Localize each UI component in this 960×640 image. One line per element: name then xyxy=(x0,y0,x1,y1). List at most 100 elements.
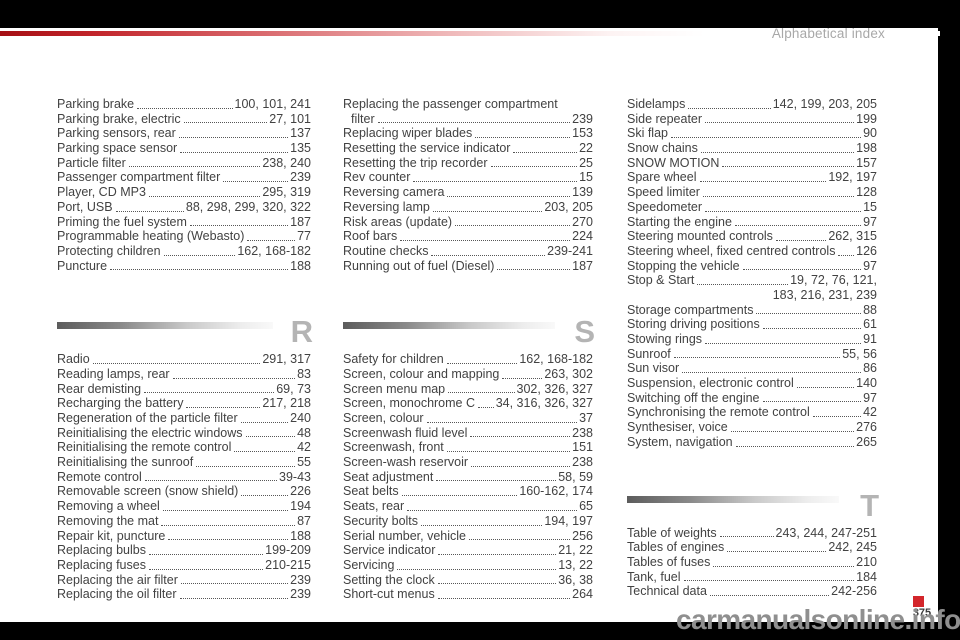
dot-leader xyxy=(148,543,264,555)
dot-leader xyxy=(683,570,855,582)
entry-label: Recharging the battery xyxy=(57,396,184,411)
index-entry: Steering wheel, fixed centred controls 12… xyxy=(627,244,877,259)
index-entry: Table of weights 243, 244, 247-251 xyxy=(627,526,877,541)
entry-label: Replacing the air filter xyxy=(57,572,178,587)
index-entry: Service indicator 21, 22 xyxy=(343,543,593,558)
index-entry: Screen menu map 302, 326, 327 xyxy=(343,382,593,397)
entry-pages: 224 xyxy=(572,229,593,244)
section-divider-bar xyxy=(57,322,273,330)
dot-leader xyxy=(180,573,289,585)
dot-leader xyxy=(478,396,494,408)
entry-pages: 39-43 xyxy=(279,469,311,484)
dot-leader xyxy=(407,499,578,511)
index-entry: Switching off the engine 97 xyxy=(627,391,877,406)
entry-pages: 239 xyxy=(290,170,311,185)
dot-leader xyxy=(699,170,827,183)
section-divider-S: S xyxy=(343,316,595,352)
entry-pages: 239-241 xyxy=(547,243,593,258)
entry-pages: 15 xyxy=(863,199,877,214)
entry-pages: 22 xyxy=(579,141,593,156)
index-entry: Screenwash fluid level 238 xyxy=(343,426,593,441)
index-entry: Roof bars 224 xyxy=(343,229,593,244)
entry-label: Replacing the passenger compartment xyxy=(343,97,558,111)
dot-leader xyxy=(513,141,578,153)
index-entry: Reading lamps, rear 83 xyxy=(57,367,311,382)
index-entry: Reversing camera 139 xyxy=(343,185,593,200)
entry-label: Synthesiser, voice xyxy=(627,420,728,435)
dot-leader xyxy=(438,543,557,555)
dot-leader xyxy=(241,484,289,497)
dot-leader xyxy=(762,391,862,403)
entry-pages: 217, 218 xyxy=(262,396,311,411)
dot-leader xyxy=(756,303,862,315)
dot-leader xyxy=(700,141,855,153)
entry-pages: 157 xyxy=(856,155,877,170)
index-entry: System, navigation 265 xyxy=(627,435,877,450)
index-entry: Speed limiter 128 xyxy=(627,185,877,200)
dot-leader xyxy=(470,426,571,438)
dot-leader xyxy=(401,484,518,497)
entry-pages: 69, 73 xyxy=(276,381,311,396)
entry-pages: 187 xyxy=(290,214,311,229)
entry-pages: 140 xyxy=(856,376,877,391)
entry-pages: 184 xyxy=(856,569,877,584)
index-entry: Serial number, vehicle 256 xyxy=(343,529,593,544)
entry-label: Parking sensors, rear xyxy=(57,126,176,141)
entry-label: Replacing bulbs xyxy=(57,543,146,558)
entry-label: System, navigation xyxy=(627,434,733,449)
index-entry: Parking space sensor 135 xyxy=(57,141,311,156)
index-entry: Replacing bulbs 199-209 xyxy=(57,543,311,558)
entry-label: Protecting children xyxy=(57,243,161,258)
entry-label: Reversing lamp xyxy=(343,199,430,214)
entry-label: Port, USB xyxy=(57,199,113,214)
dot-leader xyxy=(497,259,571,271)
entry-label: Steering wheel, fixed centred controls xyxy=(627,243,836,258)
entry-pages: 88 xyxy=(863,302,877,317)
entry-pages: 25 xyxy=(579,155,593,170)
index-entry: Resetting the trip recorder 25 xyxy=(343,156,593,171)
index-entry: Speedometer 15 xyxy=(627,200,877,215)
entry-pages: 83 xyxy=(297,366,311,381)
index-entry: Seat belts 160-162, 174 xyxy=(343,484,593,499)
index-entry: Rear demisting 69, 73 xyxy=(57,382,311,397)
entry-pages: 100, 101, 241 xyxy=(234,97,311,111)
entry-label: Seat adjustment xyxy=(343,469,434,484)
entry-label: Rear demisting xyxy=(57,381,142,396)
index-entry: Reinitialising the remote control 42 xyxy=(57,440,311,455)
entry-label: Storage compartments xyxy=(627,302,754,317)
entry-pages: 86 xyxy=(863,361,877,376)
entry-label-continued: filter xyxy=(351,111,375,126)
index-entry: Snow chains 198 xyxy=(627,141,877,156)
dot-leader xyxy=(223,170,289,183)
entry-pages: 270 xyxy=(572,214,593,229)
index-entry: Regeneration of the particle filter 240 xyxy=(57,411,311,426)
index-entry: Risk areas (update) 270 xyxy=(343,215,593,230)
dot-leader xyxy=(426,411,578,423)
entry-label: Removing a wheel xyxy=(57,499,160,514)
bottom-black-bar xyxy=(0,622,960,640)
dot-leader xyxy=(437,587,571,599)
entry-label: Parking brake, electric xyxy=(57,111,181,126)
dot-leader xyxy=(92,352,261,364)
entry-pages: 238 xyxy=(572,455,593,470)
section-letter: R xyxy=(290,314,313,350)
dot-leader xyxy=(475,126,571,139)
entry-pages: 91 xyxy=(863,332,877,346)
entry-pages: 263, 302 xyxy=(544,366,593,381)
index-entry: Spare wheel 192, 197 xyxy=(627,170,877,185)
index-entry: Setting the clock 36, 38 xyxy=(343,573,593,588)
entry-label: SNOW MOTION xyxy=(627,155,720,170)
entry-label: Screen-wash reservoir xyxy=(343,455,469,470)
entry-pages: 90 xyxy=(863,126,877,141)
entry-label: Reading lamps, rear xyxy=(57,366,170,381)
dot-leader xyxy=(163,244,236,256)
index-entry: Particle filter 238, 240 xyxy=(57,156,311,171)
dot-leader xyxy=(490,156,578,168)
entry-pages: 302, 326, 327 xyxy=(516,381,593,396)
entry-label: Particle filter xyxy=(57,155,126,170)
index-entry: Seat adjustment 58, 59 xyxy=(343,470,593,485)
entry-pages: 21, 22 xyxy=(558,543,593,558)
index-entry: Removing the mat 87 xyxy=(57,514,311,529)
entry-label: Snow chains xyxy=(627,141,698,156)
